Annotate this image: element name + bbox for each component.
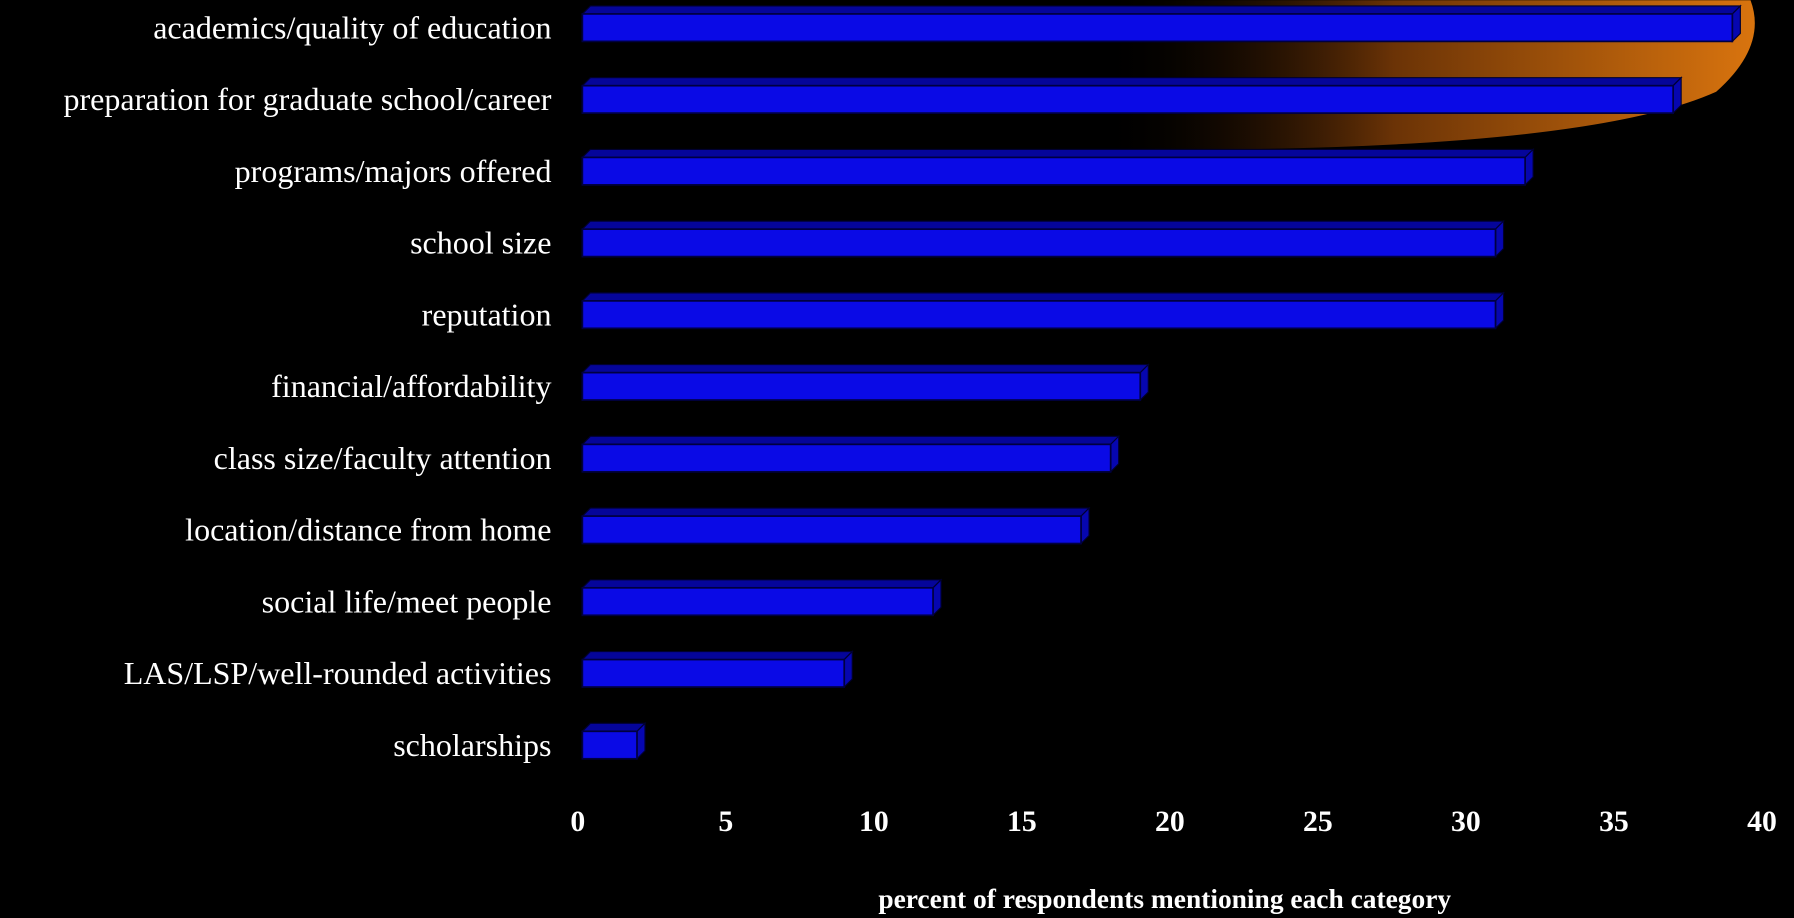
x-tick-label: 35 bbox=[1599, 805, 1629, 838]
bar bbox=[581, 228, 1497, 258]
y-tick-label: social life/meet people bbox=[262, 583, 552, 619]
y-tick-label: LAS/LSP/well-rounded activities bbox=[124, 655, 552, 691]
y-tick-label: preparation for graduate school/career bbox=[63, 81, 551, 117]
bar-top-face bbox=[580, 650, 854, 661]
y-tick-label: school size bbox=[410, 225, 551, 261]
bar bbox=[581, 443, 1112, 473]
y-tick-label: class size/faculty attention bbox=[214, 440, 552, 476]
bar bbox=[581, 300, 1497, 330]
y-tick-label: programs/majors offered bbox=[235, 153, 552, 189]
x-tick-label: 40 bbox=[1747, 805, 1777, 838]
bar-top-face bbox=[580, 5, 1742, 15]
bar-top-face bbox=[580, 77, 1683, 87]
bar bbox=[581, 730, 638, 760]
x-axis-title: percent of respondents mentioning each c… bbox=[878, 884, 1451, 914]
bar-top-face bbox=[580, 148, 1535, 158]
y-tick-label: financial/affordability bbox=[271, 368, 551, 404]
bar-top-face bbox=[580, 292, 1505, 302]
bar bbox=[581, 371, 1142, 401]
bar-top-face bbox=[580, 435, 1121, 445]
bar bbox=[581, 658, 846, 688]
bar-top-face bbox=[580, 507, 1091, 517]
bar-top-face bbox=[580, 579, 943, 589]
x-tick-label: 5 bbox=[718, 805, 733, 838]
bar-top-face bbox=[580, 722, 647, 732]
x-tick-label: 30 bbox=[1451, 805, 1481, 838]
bar bbox=[581, 13, 1734, 43]
x-tick-label: 25 bbox=[1303, 805, 1333, 838]
y-tick-label: location/distance from home bbox=[185, 512, 551, 548]
x-tick-label: 0 bbox=[570, 805, 585, 838]
bar bbox=[581, 586, 934, 617]
x-tick-label: 15 bbox=[1007, 805, 1037, 838]
x-tick-label: 20 bbox=[1155, 805, 1185, 838]
y-tick-label: reputation bbox=[422, 296, 552, 332]
x-tick-label: 10 bbox=[859, 805, 889, 838]
y-tick-label: academics/quality of education bbox=[153, 9, 551, 45]
bar bbox=[581, 515, 1082, 545]
bar-top-face bbox=[580, 364, 1150, 374]
bar-top-face bbox=[580, 220, 1505, 230]
bar bbox=[581, 156, 1526, 186]
y-tick-label: scholarships bbox=[393, 727, 551, 763]
bar bbox=[581, 84, 1675, 114]
